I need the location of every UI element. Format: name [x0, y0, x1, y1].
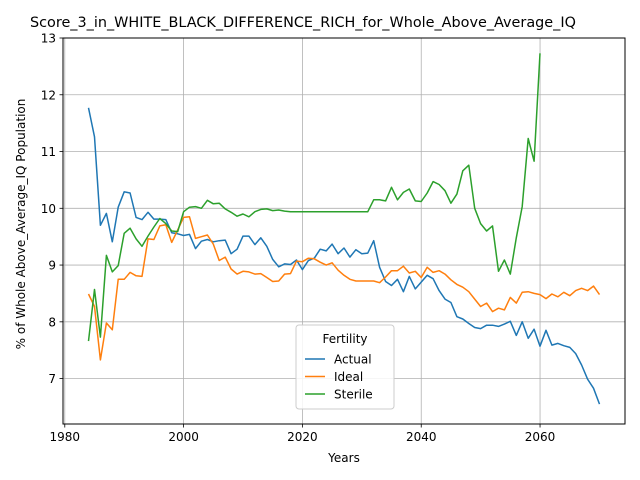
y-axis: 7 8 9 10 11 12 13: [41, 32, 63, 386]
y-axis-label: % of Whole Above_Average_IQ Population: [14, 99, 28, 350]
y-tick-label: 9: [48, 259, 56, 273]
series-line-actual: [87, 107, 601, 405]
x-tick-label: 2060: [525, 430, 556, 444]
y-tick-label: 12: [41, 88, 56, 102]
legend-title: Fertility: [322, 332, 367, 346]
x-tick-label: 2020: [287, 430, 318, 444]
legend-box: [295, 324, 395, 410]
legend-label-ideal: Ideal: [334, 370, 363, 384]
legend-label-sterile: Sterile: [334, 388, 373, 402]
x-axis-label: Years: [327, 451, 360, 465]
plot-area-frame: [62, 37, 626, 425]
y-tick-label: 10: [41, 202, 56, 216]
series-layer: [87, 53, 601, 405]
y-tick-label: 11: [41, 145, 56, 159]
y-tick-label: 8: [48, 315, 56, 329]
x-axis: 1980 2000 2020 2040 2060: [50, 424, 556, 444]
y-tick-label: 7: [48, 372, 56, 386]
y-tick-label: 13: [41, 32, 56, 46]
legend-label-actual: Actual: [334, 353, 372, 367]
legend: Fertility Actual Ideal Sterile: [295, 324, 395, 410]
chart-title: Score_3_in_WHITE_BLACK_DIFFERENCE_RICH_f…: [30, 15, 576, 31]
x-tick-label: 2040: [406, 430, 437, 444]
x-tick-label: 2000: [168, 430, 199, 444]
series-line-sterile: [87, 53, 541, 342]
x-tick-label: 1980: [50, 430, 81, 444]
series-line-ideal: [87, 216, 601, 361]
